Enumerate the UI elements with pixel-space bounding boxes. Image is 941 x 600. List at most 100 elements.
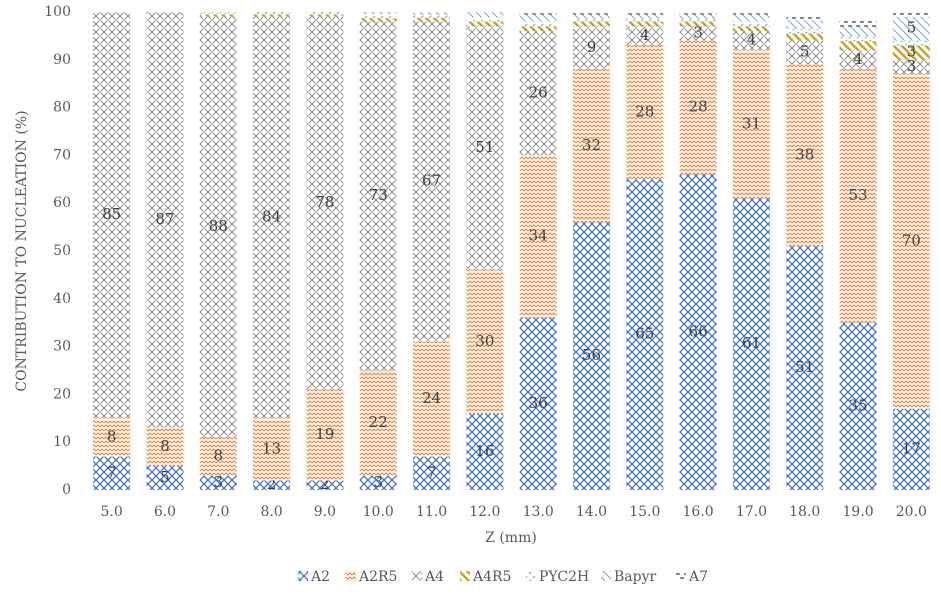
bar-segment — [519, 21, 557, 27]
segment-label: 4 — [853, 50, 863, 68]
bar-segment — [892, 408, 930, 490]
y-tick-label: 100 — [44, 4, 71, 20]
segment-label: 28 — [635, 102, 654, 120]
segment-label: 30 — [475, 332, 494, 350]
bar-segment — [679, 12, 717, 15]
bar-segment — [466, 26, 504, 271]
x-tick-label: 12.0 — [469, 504, 500, 520]
x-tick-label: 7.0 — [207, 504, 229, 520]
bar-segment — [359, 21, 397, 371]
bar-segment — [732, 14, 770, 22]
bar-segment — [732, 50, 770, 199]
bar-segment — [892, 59, 930, 75]
y-tick-label: 20 — [53, 386, 71, 402]
bar-segment — [359, 475, 397, 490]
legend-label: A2R5 — [358, 569, 397, 585]
legend-swatch — [346, 571, 356, 581]
segment-label: 56 — [582, 346, 601, 364]
bar-segment — [359, 18, 397, 22]
bar-segment — [253, 480, 291, 490]
segment-label: 67 — [422, 172, 441, 190]
segment-label: 87 — [155, 210, 174, 228]
bar-segment — [199, 12, 237, 15]
bar-segment — [892, 40, 930, 46]
x-axis-label: Z (mm) — [485, 530, 537, 546]
bar-segment — [839, 69, 877, 323]
legend-swatch — [601, 571, 611, 581]
bar-segment — [572, 21, 610, 27]
bar-segment — [679, 174, 717, 490]
segment-label: 7 — [107, 463, 117, 481]
bar-segment — [732, 31, 770, 51]
bar-segment — [93, 418, 131, 457]
bar-segment — [253, 418, 291, 481]
bar-segment — [786, 246, 824, 490]
y-tick-label: 30 — [53, 339, 71, 355]
segment-label: 35 — [848, 396, 867, 414]
bar-segment — [466, 270, 504, 414]
bar-segment — [253, 14, 291, 17]
bar-segment — [466, 17, 504, 22]
bar-segment — [572, 14, 610, 20]
bar-segment — [572, 222, 610, 490]
bar-segment — [786, 20, 824, 29]
segment-label: 3 — [693, 24, 703, 42]
x-tick-label: 9.0 — [314, 504, 336, 520]
bar-segment — [306, 14, 344, 17]
x-tick-label: 11.0 — [416, 504, 447, 520]
bar-segment — [146, 12, 184, 428]
legend-label: Bapyr — [614, 569, 657, 585]
segment-label: 65 — [635, 325, 654, 343]
y-tick-label: 0 — [62, 482, 71, 498]
segment-label: 88 — [209, 217, 228, 235]
bar-segment — [306, 480, 344, 490]
segment-label: 5 — [907, 19, 917, 37]
segment-label: 32 — [582, 136, 601, 154]
bar-segment — [466, 21, 504, 27]
bar-segment — [839, 50, 877, 70]
segment-label: 51 — [795, 358, 814, 376]
segment-label: 70 — [902, 231, 921, 249]
bar-segment — [93, 456, 131, 490]
segment-label: 9 — [587, 38, 597, 56]
segment-label: 3 — [214, 473, 224, 491]
bar-segment — [626, 19, 664, 22]
bar-segment — [839, 36, 877, 42]
segment-label: 5 — [800, 43, 810, 61]
legend-swatch — [298, 571, 308, 581]
segment-label: 2 — [267, 475, 277, 493]
bar-segment — [679, 14, 717, 20]
x-tick-label: 18.0 — [789, 504, 820, 520]
segment-label: 66 — [689, 322, 708, 340]
legend-label: A7 — [688, 569, 708, 585]
bar-segment — [679, 40, 717, 175]
segment-label: 19 — [315, 425, 334, 443]
bar-segment — [626, 179, 664, 491]
bar-segment — [199, 16, 237, 438]
bar-segment — [839, 27, 877, 37]
bar-segment — [466, 413, 504, 490]
bar-segment — [466, 12, 504, 18]
bar-segment — [679, 19, 717, 22]
bar-segment — [732, 26, 770, 32]
bar-segment — [519, 31, 557, 156]
segment-label: 3 — [907, 57, 917, 75]
segment-label: 78 — [315, 193, 334, 211]
bar-segment — [892, 12, 930, 17]
legend-label: A4 — [424, 569, 444, 585]
bar-segment — [892, 74, 930, 409]
bar-segment — [306, 389, 344, 481]
bar-segment — [839, 322, 877, 490]
y-tick-label: 40 — [53, 291, 71, 307]
bar-segment — [732, 21, 770, 27]
segment-label: 4 — [640, 26, 650, 44]
bar-segment — [679, 26, 717, 41]
x-tick-label: 5.0 — [101, 504, 123, 520]
bar-segment — [359, 370, 397, 476]
bar-segment — [199, 12, 237, 13]
segment-label: 53 — [848, 186, 867, 204]
bar-segment — [786, 15, 824, 21]
bar-segment — [892, 16, 930, 41]
segment-label: 3 — [907, 43, 917, 61]
